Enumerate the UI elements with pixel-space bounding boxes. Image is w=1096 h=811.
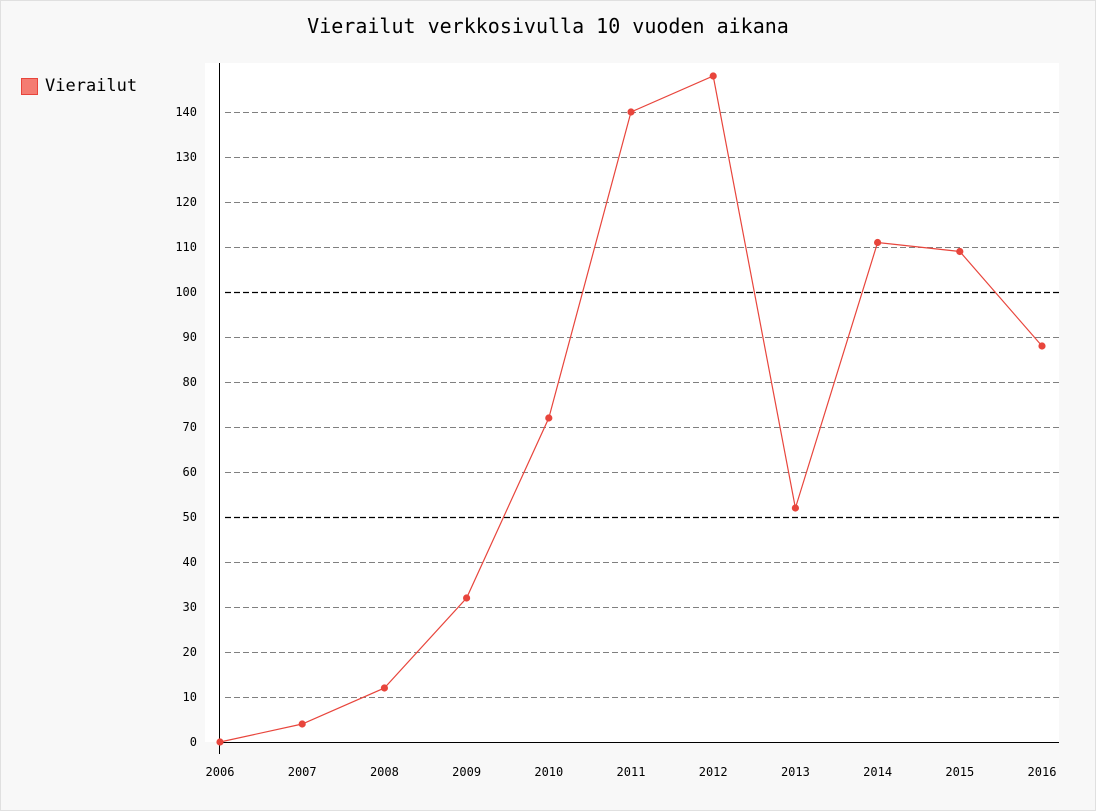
y-tick-label-0: 0 (190, 735, 197, 749)
y-tick-label-120: 120 (175, 195, 197, 209)
x-tick-label-2012: 2012 (699, 765, 728, 779)
axes (219, 63, 1059, 754)
y-tick-label-30: 30 (183, 600, 197, 614)
legend[interactable]: Vierailut (21, 76, 137, 96)
data-point-2008 (380, 684, 388, 692)
x-tick-labels: 2006 2007 2008 2009 2010 2011 2012 2013 2014 2015… (206, 765, 1057, 779)
x-tick-label-2016: 2016 (1028, 765, 1057, 779)
y-tick-label-110: 110 (175, 240, 197, 254)
y-tick-label-140: 140 (175, 105, 197, 119)
y-tick-labels: 0 10 20 30 40 50 60 70 80 90 100 110 120 130 140 (175, 105, 197, 749)
legend-swatch (21, 77, 38, 95)
data-point-2009 (463, 594, 471, 602)
y-tick-label-130: 130 (175, 150, 197, 164)
data-point-2011 (627, 108, 635, 116)
series-vierailut (216, 72, 1046, 746)
data-point-2014 (874, 238, 882, 247)
y-tick-label-60: 60 (183, 465, 197, 479)
x-tick-label-2014: 2014 (863, 765, 892, 779)
data-point-2007 (298, 720, 306, 728)
x-tick-label-2006: 2006 (206, 765, 235, 779)
data-point-2013 (791, 504, 800, 512)
data-point-2016 (1038, 342, 1046, 350)
y-tick-label-90: 90 (183, 330, 197, 344)
x-tick-label-2009: 2009 (452, 765, 481, 779)
x-tick-label-2008: 2008 (370, 765, 399, 779)
plot-area (205, 63, 1059, 742)
x-tick-label-2011: 2011 (617, 765, 646, 779)
y-tick-label-40: 40 (183, 555, 197, 569)
data-point-2012 (709, 72, 717, 80)
data-point-2010 (545, 414, 553, 422)
x-tick-label-2015: 2015 (945, 765, 974, 779)
chart-title: Vierailut verkkosivulla 10 vuoden aikana (307, 14, 789, 38)
y-tick-label-100: 100 (175, 285, 197, 299)
y-tick-label-10: 10 (183, 690, 197, 704)
data-point-2006 (216, 738, 224, 746)
legend-label: Vierailut (45, 76, 138, 96)
x-tick-label-2013: 2013 (781, 765, 810, 779)
y-tick-label-70: 70 (183, 420, 197, 434)
y-tick-label-20: 20 (183, 645, 197, 659)
x-tick-label-2007: 2007 (288, 765, 317, 779)
x-tick-label-2010: 2010 (534, 765, 563, 779)
data-point-2015 (956, 247, 964, 256)
y-tick-label-50: 50 (183, 510, 197, 524)
y-tick-label-80: 80 (183, 375, 197, 389)
